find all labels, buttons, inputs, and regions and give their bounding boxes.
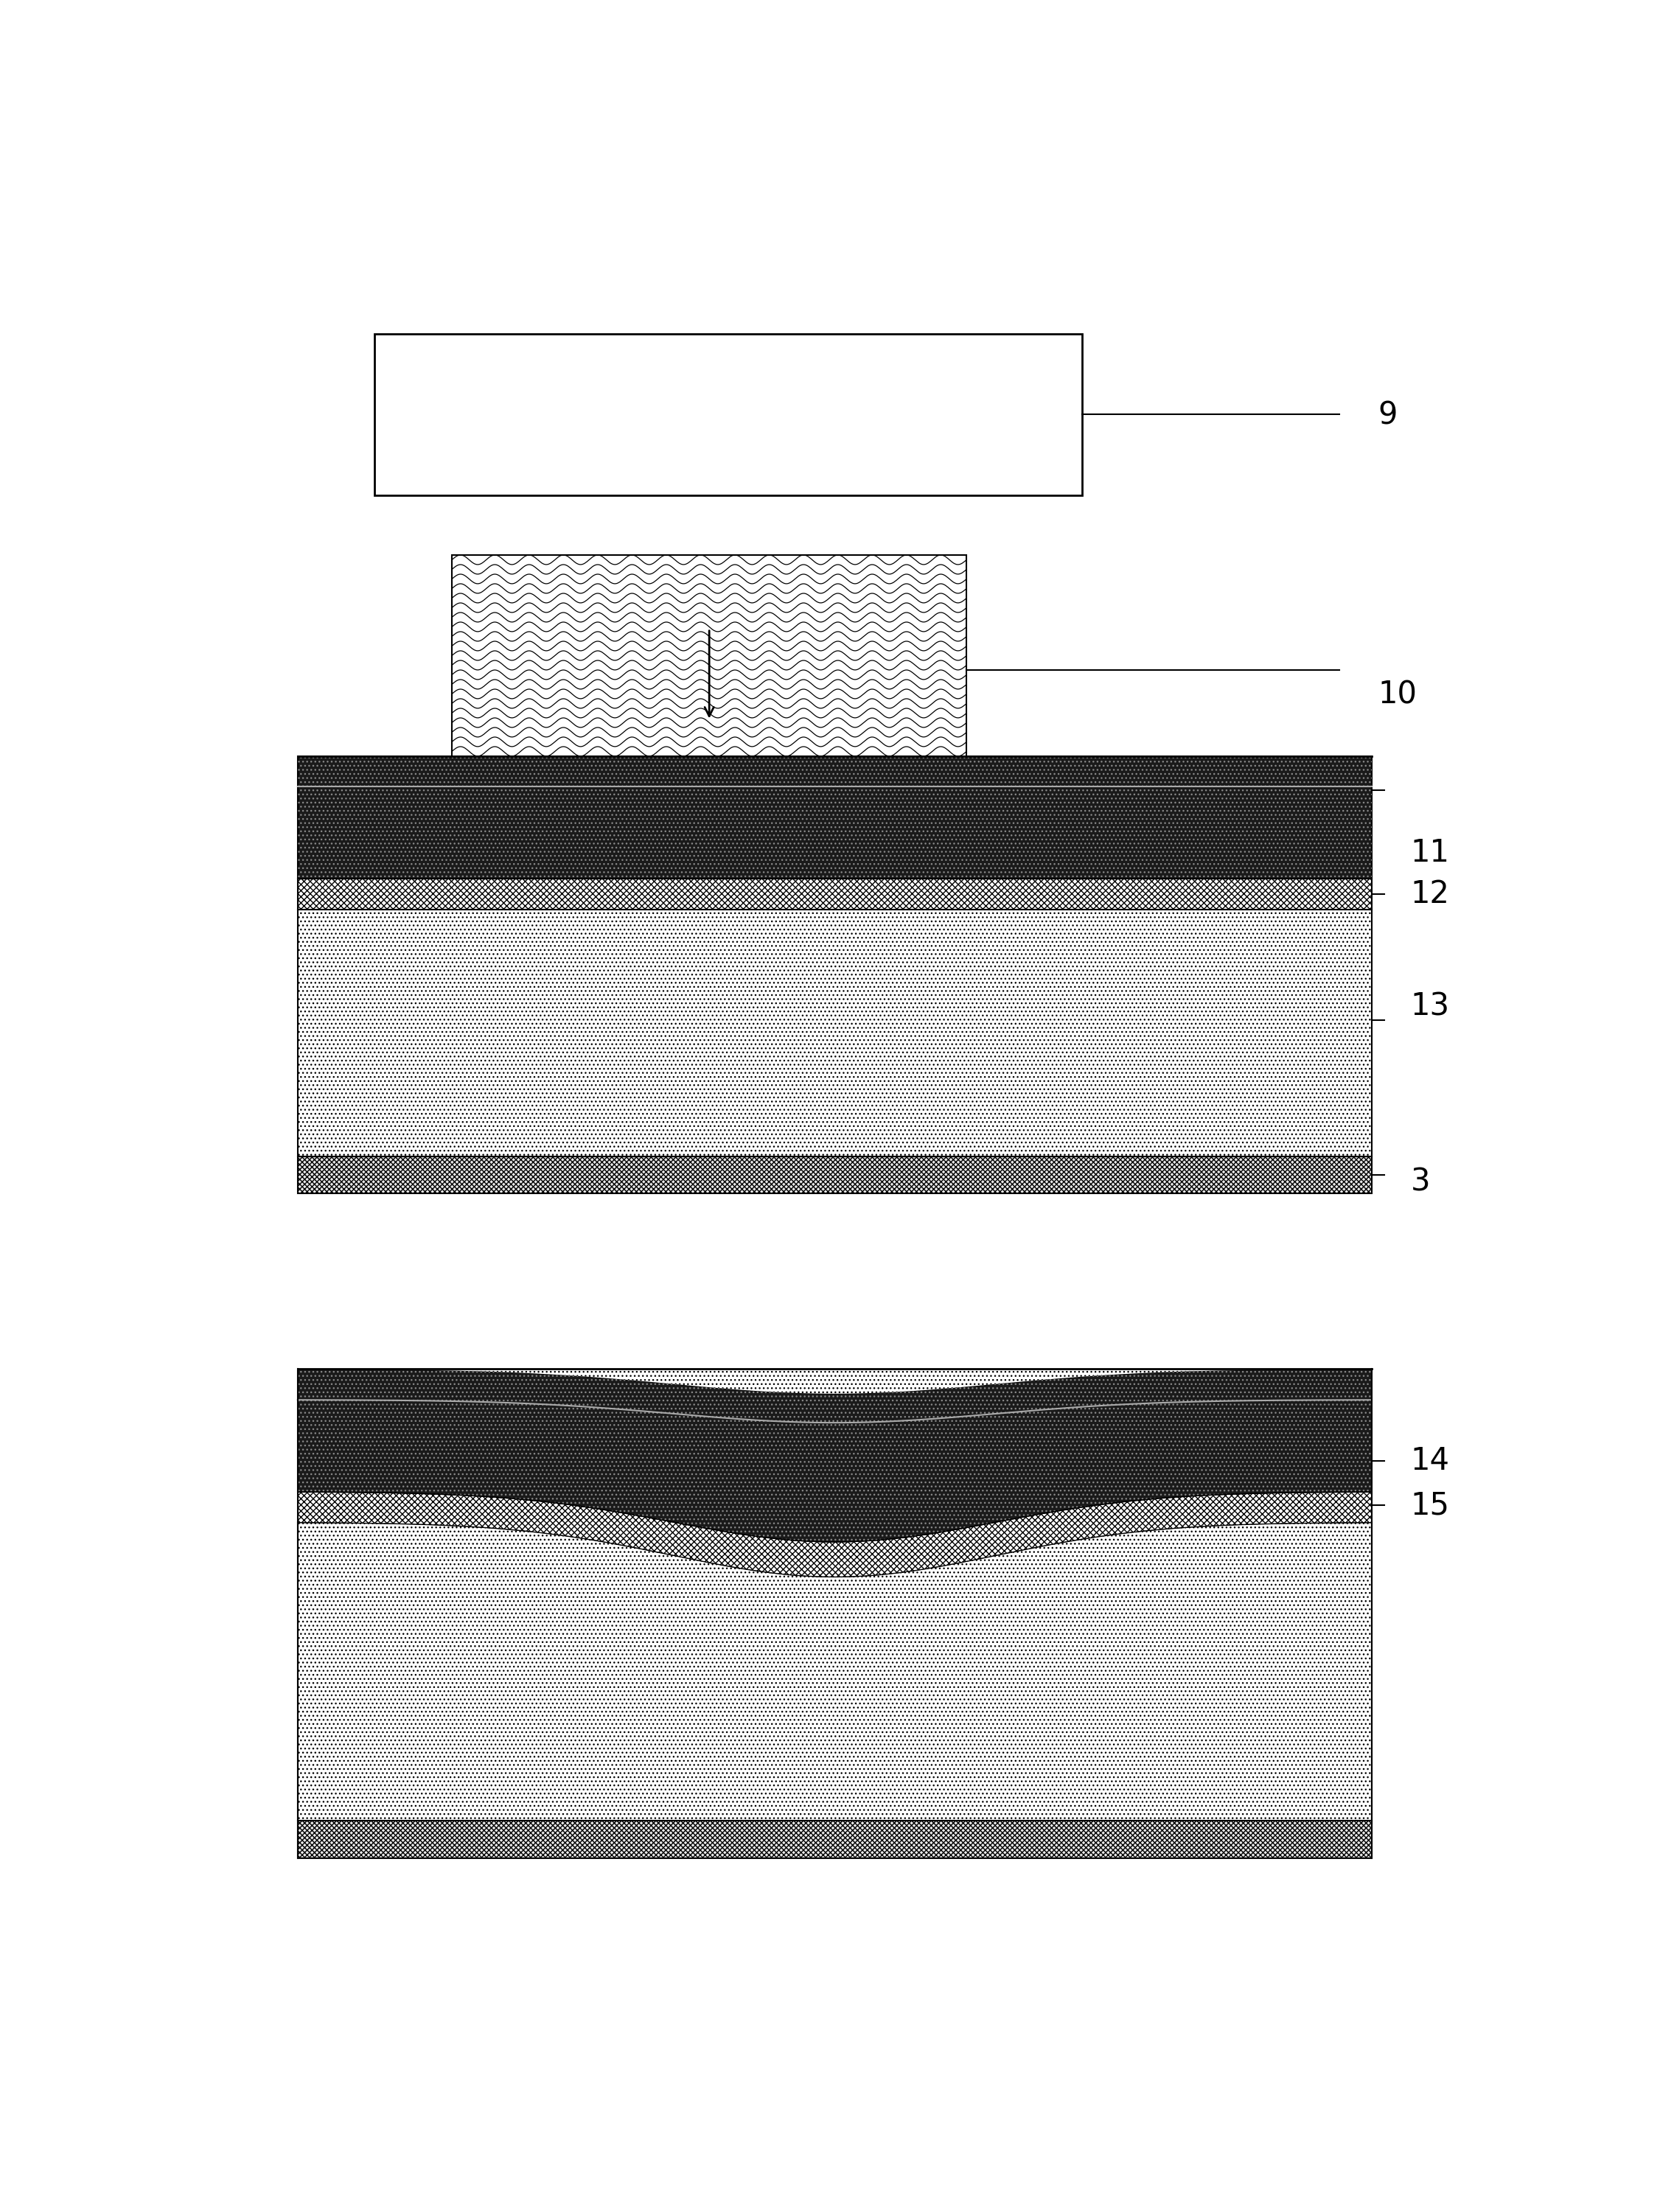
Bar xyxy=(375,334,1082,495)
Bar xyxy=(297,757,1371,878)
Text: 14: 14 xyxy=(1411,1447,1449,1478)
Bar xyxy=(297,1157,1371,1194)
Bar xyxy=(452,555,966,785)
Bar xyxy=(297,909,1371,1157)
Bar xyxy=(297,1820,1371,1858)
Bar xyxy=(297,1522,1371,1820)
Text: 3: 3 xyxy=(1411,1166,1429,1197)
Text: 15: 15 xyxy=(1411,1491,1449,1522)
Polygon shape xyxy=(297,1369,1371,1542)
Text: 10: 10 xyxy=(1378,679,1418,710)
Text: 13: 13 xyxy=(1411,991,1449,1022)
Polygon shape xyxy=(297,1522,1371,1577)
Text: 9: 9 xyxy=(1378,400,1398,431)
Bar xyxy=(297,757,1371,878)
Bar xyxy=(297,878,1371,909)
Polygon shape xyxy=(297,1369,1371,1394)
Text: 11: 11 xyxy=(1411,838,1449,869)
Text: 12: 12 xyxy=(1411,878,1449,909)
Polygon shape xyxy=(297,1491,1371,1577)
